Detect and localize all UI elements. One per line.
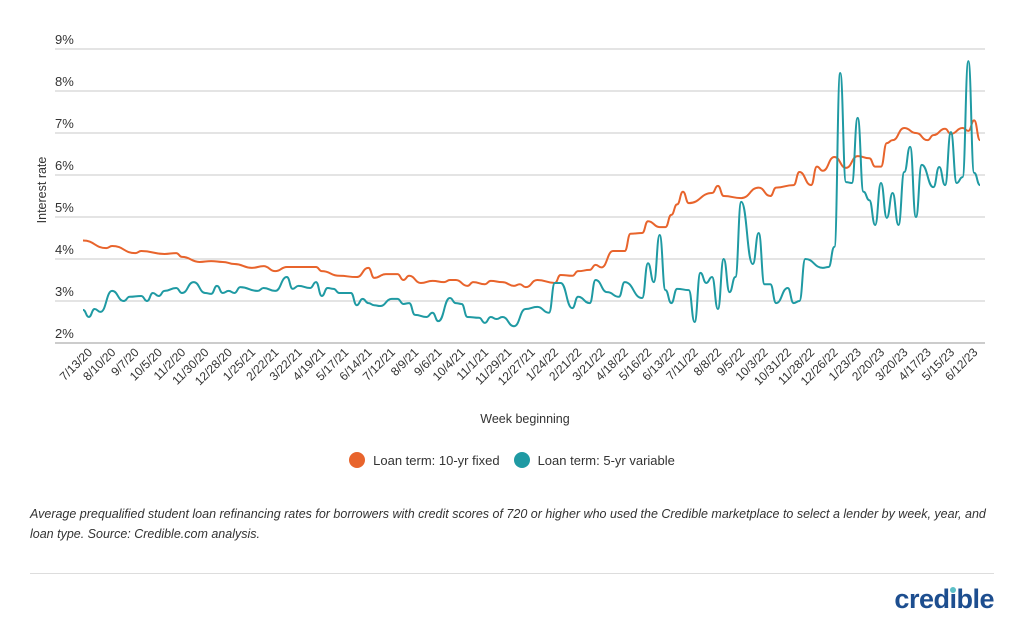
y-tick-label: 4% bbox=[55, 242, 74, 257]
y-axis-label: Interest rate bbox=[35, 157, 49, 224]
series-points-1 bbox=[82, 61, 981, 327]
legend-dot-icon bbox=[513, 452, 530, 468]
series-line-1 bbox=[82, 60, 981, 328]
y-tick-label: 2% bbox=[55, 326, 74, 341]
legend-item-10yr-fixed[interactable]: Loan term: 10-yr fixed bbox=[349, 452, 500, 468]
legend-dot-icon bbox=[349, 452, 366, 468]
legend-item-5yr-variable[interactable]: Loan term: 5-yr variable bbox=[513, 452, 675, 468]
y-tick-label: 8% bbox=[55, 74, 74, 89]
y-tick-label: 3% bbox=[55, 284, 74, 299]
y-tick-label: 5% bbox=[55, 200, 74, 215]
legend-label: Loan term: 5-yr variable bbox=[537, 452, 675, 468]
y-tick-label: 6% bbox=[55, 158, 74, 173]
credible-logo: credı ble bbox=[894, 584, 994, 614]
legend: Loan term: 10-yr fixed Loan term: 5-yr v… bbox=[0, 452, 1024, 468]
line-chart: 2%3%4%5%6%7%8%9% 7/13/208/10/209/7/2010/… bbox=[35, 32, 985, 426]
divider bbox=[30, 573, 994, 574]
series-points-0 bbox=[82, 120, 981, 288]
chart-caption: Average prequalified student loan refina… bbox=[30, 507, 986, 541]
legend-label: Loan term: 10-yr fixed bbox=[373, 452, 500, 468]
y-tick-label: 7% bbox=[55, 116, 74, 131]
y-tick-label: 9% bbox=[55, 32, 74, 47]
series-line-0 bbox=[82, 119, 981, 289]
x-axis-label: Week beginning bbox=[480, 412, 569, 426]
